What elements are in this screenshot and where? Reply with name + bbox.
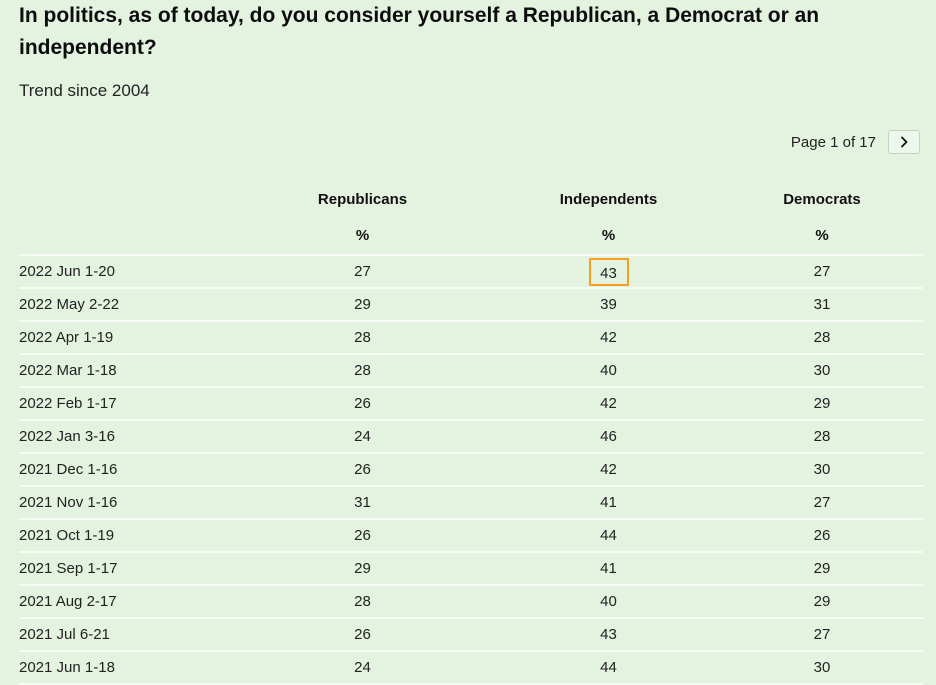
table-cell-independents: 44: [496, 651, 721, 685]
trend-table: Republicans Independents Democrats % % %…: [19, 182, 923, 685]
table-cell-independents: 42: [496, 453, 721, 487]
table-cell-independents: 43: [496, 618, 721, 652]
table-cell-republicans: 26: [229, 519, 496, 553]
table-cell-republicans: 26: [229, 618, 496, 652]
table-cell-date: 2021 Jul 6-21: [19, 618, 229, 652]
table-cell-date: 2021 Nov 1-16: [19, 486, 229, 520]
table-cell-democrats: 29: [721, 552, 923, 586]
table-cell-republicans: 28: [229, 585, 496, 619]
table-cell-independents: 40: [496, 585, 721, 619]
table-cell-democrats: 30: [721, 354, 923, 388]
table-cell-republicans: 26: [229, 453, 496, 487]
page-title: In politics, as of today, do you conside…: [19, 4, 820, 59]
unit-republicans: %: [229, 216, 496, 256]
next-page-button[interactable]: [888, 130, 920, 154]
table-cell-democrats: 30: [721, 651, 923, 685]
table-cell-independents: 42: [496, 321, 721, 355]
table-row: 2021 Dec 1-16 26 42 30: [19, 453, 923, 487]
table-cell-date: 2022 May 2-22: [19, 288, 229, 322]
table-row: 2022 Feb 1-17 26 42 29: [19, 387, 923, 421]
trend-table-body: 2022 Jun 1-20 27 43 27 2022 May 2-22 29 39 31 20…: [19, 255, 923, 685]
table-cell-republicans: 31: [229, 486, 496, 520]
table-cell-independents: 44: [496, 519, 721, 553]
table-cell-independents: 42: [496, 387, 721, 421]
unit-date: [19, 216, 229, 256]
table-cell-date: 2022 Apr 1-19: [19, 321, 229, 355]
table-cell-republicans: 28: [229, 354, 496, 388]
unit-row: % % %: [19, 216, 923, 256]
table-cell-independents: 41: [496, 552, 721, 586]
table-cell-republicans: 27: [229, 255, 496, 289]
table-row: 2021 Jun 1-18 24 44 30: [19, 651, 923, 685]
table-cell-republicans: 29: [229, 552, 496, 586]
table-cell-democrats: 29: [721, 387, 923, 421]
column-header-date: [19, 182, 229, 216]
table-row: 2022 Jan 3-16 24 46 28: [19, 420, 923, 454]
table-cell-republicans: 24: [229, 651, 496, 685]
table-cell-democrats: 27: [721, 486, 923, 520]
table-cell-independents: 43: [496, 255, 721, 289]
table-cell-date: 2021 Oct 1-19: [19, 519, 229, 553]
table-cell-date: 2021 Sep 1-17: [19, 552, 229, 586]
table-cell-date: 2022 Feb 1-17: [19, 387, 229, 421]
table-cell-date: 2021 Jun 1-18: [19, 651, 229, 685]
table-cell-republicans: 26: [229, 387, 496, 421]
unit-independents: %: [496, 216, 721, 256]
table-cell-democrats: 28: [721, 321, 923, 355]
column-header-independents: Independents: [559, 190, 658, 208]
column-header-democrats: Democrats: [783, 190, 861, 208]
pagination: Page 1 of 17: [791, 130, 920, 154]
table-row: 2022 May 2-22 29 39 31: [19, 288, 923, 322]
unit-democrats: %: [721, 216, 923, 256]
table-row: 2022 Apr 1-19 28 42 28: [19, 321, 923, 355]
table-cell-republicans: 24: [229, 420, 496, 454]
table-cell-independents: 46: [496, 420, 721, 454]
page-subtitle: Trend since 2004: [19, 81, 150, 100]
table-row: 2022 Jun 1-20 27 43 27: [19, 255, 923, 289]
table-cell-independents: 41: [496, 486, 721, 520]
table-cell-independents: 40: [496, 354, 721, 388]
table-cell-democrats: 27: [721, 255, 923, 289]
table-cell-democrats: 30: [721, 453, 923, 487]
table-cell-democrats: 26: [721, 519, 923, 553]
table-row: 2021 Nov 1-16 31 41 27: [19, 486, 923, 520]
table-cell-date: 2021 Dec 1-16: [19, 453, 229, 487]
table-cell-republicans: 29: [229, 288, 496, 322]
table-cell-date: 2022 Jan 3-16: [19, 420, 229, 454]
header-row: Republicans Independents Democrats: [19, 182, 923, 216]
table-row: 2021 Aug 2-17 28 40 29: [19, 585, 923, 619]
table-cell-democrats: 31: [721, 288, 923, 322]
table-cell-democrats: 29: [721, 585, 923, 619]
page-indicator: Page 1 of 17: [790, 133, 876, 151]
table-cell-date: 2022 Mar 1-18: [19, 354, 229, 388]
table-row: 2021 Sep 1-17 29 41 29: [19, 552, 923, 586]
table-row: 2021 Jul 6-21 26 43 27: [19, 618, 923, 652]
table-cell-democrats: 27: [721, 618, 923, 652]
table-cell-republicans: 28: [229, 321, 496, 355]
table-cell-date: 2022 Jun 1-20: [19, 255, 229, 289]
highlighted-value: 43: [588, 257, 629, 286]
column-header-republicans: Republicans: [317, 190, 408, 208]
table-cell-democrats: 28: [721, 420, 923, 454]
chevron-right-icon: [901, 136, 908, 148]
table-cell-date: 2021 Aug 2-17: [19, 585, 229, 619]
table-row: 2021 Oct 1-19 26 44 26: [19, 519, 923, 553]
table-row: 2022 Mar 1-18 28 40 30: [19, 354, 923, 388]
table-cell-independents: 39: [496, 288, 721, 322]
